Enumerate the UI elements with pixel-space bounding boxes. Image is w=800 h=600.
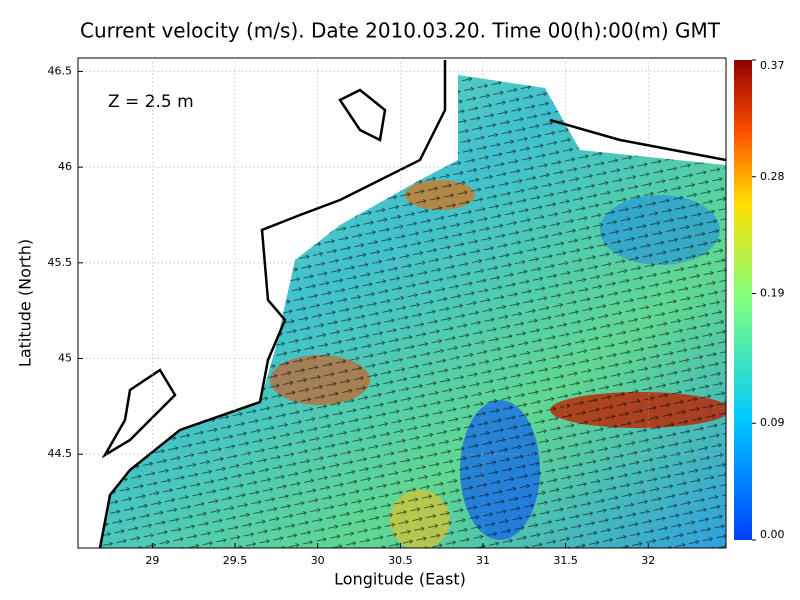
x-tick-label: 30 xyxy=(311,554,325,567)
colorbar-tick-label: 0.28 xyxy=(760,170,785,183)
depth-annotation: Z = 2.5 m xyxy=(108,92,194,112)
y-axis-label: Latitude (North) xyxy=(16,239,35,367)
x-axis-label: Longitude (East) xyxy=(334,570,466,589)
colorbar-tick-label: 0.37 xyxy=(760,59,785,72)
y-tick-label: 45 xyxy=(58,352,72,365)
x-tick-label: 29 xyxy=(145,554,159,567)
x-tick-label: 31 xyxy=(476,554,490,567)
colorbar-tick-label: 0.00 xyxy=(760,528,785,541)
x-tick-label: 30.5 xyxy=(388,554,413,567)
coastline xyxy=(338,88,387,142)
y-tick-label: 44.5 xyxy=(48,447,73,460)
colorbar-tick-label: 0.09 xyxy=(760,416,785,429)
coastline xyxy=(101,368,177,459)
plot-frame xyxy=(77,57,727,549)
colorbar-tick-label: 0.19 xyxy=(760,287,785,300)
x-tick-label: 32 xyxy=(641,554,655,567)
current-arrows xyxy=(100,75,726,548)
velocity-field xyxy=(98,60,726,548)
x-tick-label: 29.5 xyxy=(223,554,248,567)
y-tick-label: 45.5 xyxy=(48,256,73,269)
y-tick-label: 46 xyxy=(58,160,72,173)
coastline xyxy=(549,118,726,162)
title: Current velocity (m/s). Date 2010.03.20.… xyxy=(80,19,721,43)
y-tick-label: 46.5 xyxy=(48,64,73,77)
coastline xyxy=(98,60,447,548)
x-tick-label: 31.5 xyxy=(553,554,578,567)
colorbar xyxy=(734,60,752,540)
